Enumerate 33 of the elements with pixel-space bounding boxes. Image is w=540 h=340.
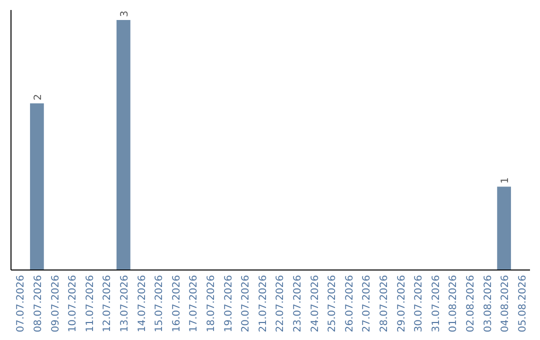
x-tick-label: 04.08.2026	[500, 275, 512, 332]
x-tick-label: 23.07.2026	[292, 275, 304, 332]
x-tick-label: 29.07.2026	[396, 275, 408, 332]
x-tick-label: 28.07.2026	[378, 275, 390, 332]
data-label: 2	[32, 94, 44, 100]
x-tick-label: 17.07.2026	[188, 275, 200, 332]
x-tick-label: 10.07.2026	[68, 275, 79, 332]
x-tick-label: 26.07.2026	[344, 275, 356, 332]
x-tick-label: 12.07.2026	[102, 275, 114, 332]
data-label: 3	[119, 10, 130, 17]
x-tick-label: 09.07.2026	[50, 275, 62, 332]
x-tick-label: 03.08.2026	[482, 275, 494, 332]
x-tick-label: 31.07.2026	[430, 275, 442, 332]
x-tick-label: 08.07.2026	[32, 275, 44, 332]
x-tick-label: 24.07.2026	[310, 275, 321, 332]
x-tick-label: 21.07.2026	[258, 275, 269, 332]
x-tick-label: 13.07.2026	[119, 275, 130, 332]
x-tick-label: 16.07.2026	[171, 275, 182, 332]
x-tick-label: 05.08.2026	[517, 275, 528, 332]
data-label: 1	[500, 177, 512, 184]
x-tick-label: 14.07.2026	[136, 275, 148, 332]
x-tick-label: 19.07.2026	[223, 275, 234, 332]
x-tick-label: 11.07.2026	[84, 275, 96, 332]
x-tick-label: 30.07.2026	[414, 275, 425, 332]
x-tick-label: 25.07.2026	[327, 275, 338, 332]
x-tick-label: 01.08.2026	[448, 275, 460, 332]
x-tick-label: 22.07.2026	[275, 275, 286, 332]
x-tick-label: 27.07.2026	[362, 275, 373, 332]
x-tick-label: 20.07.2026	[240, 275, 252, 332]
x-tick-label: 18.07.2026	[206, 275, 217, 332]
x-tick-label: 07.07.2026	[16, 275, 27, 332]
x-tick-label: 15.07.2026	[154, 275, 166, 332]
x-tick-label: 02.08.2026	[465, 275, 476, 332]
